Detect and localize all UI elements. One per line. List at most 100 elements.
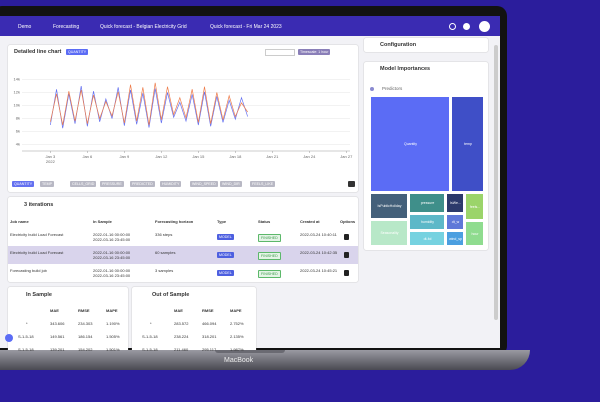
chat-button[interactable]: [5, 334, 13, 342]
cell: 318.201: [202, 334, 217, 339]
x-tick-label: Jan 3: [45, 154, 56, 159]
laptop-notch: [215, 350, 285, 353]
timescale-dropdown[interactable]: Timescale: 1 hour: [298, 49, 331, 55]
options-button[interactable]: [344, 252, 349, 258]
filter-chip[interactable]: WIND_DIR: [220, 181, 242, 187]
series-chip[interactable]: QUANTITY: [12, 181, 35, 187]
treemap-cell[interactable]: [370, 96, 450, 192]
treemap-cell[interactable]: [409, 193, 445, 213]
treemap-cell[interactable]: [446, 214, 464, 230]
line-chart: 4k 6k 8k 10k 12k 14k Jan 3 Jan 6 Jan 9 Jan 12 Jan …: [14, 77, 354, 165]
cell: 2.752%: [230, 321, 244, 326]
options-button[interactable]: [344, 270, 349, 276]
x-year-label: 2022: [46, 159, 56, 164]
in-sample-card: [8, 287, 128, 357]
treemap-cell[interactable]: [370, 220, 408, 246]
treemap-label: feels...: [469, 204, 481, 209]
column-header: Options: [340, 219, 356, 224]
series-chip[interactable]: PREDICTED: [130, 181, 155, 187]
help-icon[interactable]: [463, 23, 470, 30]
column-header: MAE: [50, 308, 59, 313]
x-tick-label: Jan 24: [303, 154, 316, 159]
treemap-label: wind_sp: [449, 236, 462, 241]
treemap-label: dt-fol: [423, 236, 432, 241]
column-header: Forecasting horizon: [155, 219, 194, 224]
cell: 154.202: [78, 347, 93, 352]
cell: 466.094: [202, 321, 217, 326]
breadcrumb[interactable]: Quick forecast - Belgian Electricity Gri…: [100, 24, 187, 30]
treemap-cell[interactable]: [409, 231, 445, 246]
filter-chip[interactable]: HUMIDITY: [160, 181, 182, 187]
treemap-cell[interactable]: [465, 193, 484, 220]
filter-chip[interactable]: FEELS_LIKE: [250, 181, 276, 187]
y-tick-label: 8k: [16, 116, 20, 121]
cell: 1.501%: [106, 347, 120, 352]
cell: 336 steps: [155, 232, 173, 237]
cell: 2022-01-16 00:00:00 2022-03-16 23:45:00: [93, 232, 131, 242]
filter-chip[interactable]: CELLS_GRID: [70, 181, 97, 187]
y-tick-label: 4k: [16, 142, 20, 147]
cell: 149.561: [50, 334, 65, 339]
quantity-badge: QUANTITY: [66, 49, 89, 55]
treemap-cell[interactable]: [446, 193, 464, 213]
cell: *: [150, 321, 152, 326]
treemap-cell[interactable]: [370, 193, 408, 219]
cell: 1.190%: [106, 321, 120, 326]
cell: 60 samples: [155, 250, 176, 255]
cell: 2022-03-24 10:40:11: [300, 232, 337, 237]
y-tick-label: 12k: [14, 90, 20, 95]
cell: Electricity build Load Forecast: [10, 250, 64, 255]
cell: Electricity build Load Forecast: [10, 232, 64, 237]
card-title: Configuration: [380, 42, 417, 48]
cell: S-1-5-18: [18, 347, 34, 352]
treemap-label: pressure: [420, 201, 435, 205]
nav-bar: [0, 16, 500, 36]
row-highlight: [8, 246, 358, 264]
treemap-cell[interactable]: [465, 221, 484, 246]
cell: 2022-01-16 00:00:00 2022-03-16 23:45:00: [93, 250, 131, 260]
filter-chip[interactable]: PRESSURE: [100, 181, 124, 187]
cell: 2.135%: [230, 334, 244, 339]
column-header: Status: [258, 219, 271, 224]
breadcrumb[interactable]: Demo: [18, 24, 32, 30]
y-tick-label: 6k: [16, 129, 20, 134]
breadcrumb[interactable]: Quick forecast - Fri Mar 24 2023: [210, 24, 282, 30]
iterations-card: [8, 197, 358, 282]
treemap-label: IsWe...: [450, 201, 461, 205]
breadcrumb[interactable]: Forecasting: [53, 24, 80, 30]
column-header: Job name: [10, 219, 29, 224]
laptop-base: [0, 350, 530, 370]
scrollbar[interactable]: [494, 45, 498, 320]
collapse-button[interactable]: [348, 181, 355, 187]
card-title: Detailed line chart: [14, 49, 62, 55]
cell: 2022-01-16 00:00:00 2022-03-16 23:45:00: [93, 268, 131, 278]
column-header: RMSE: [78, 308, 90, 313]
settings-icon[interactable]: [449, 23, 456, 30]
column-header: Type: [217, 219, 227, 224]
cell: 186.154: [78, 334, 93, 339]
cell: *: [26, 321, 28, 326]
x-tick-label: Jan 18: [229, 154, 242, 159]
options-button[interactable]: [344, 234, 349, 240]
treemap-cell[interactable]: [409, 214, 445, 230]
avatar[interactable]: [479, 21, 490, 32]
cell: 234.303: [78, 321, 93, 326]
filter-chip[interactable]: WIND_SPEED: [190, 181, 218, 187]
dropdown[interactable]: [265, 49, 295, 56]
treemap-label: temp: [464, 142, 472, 146]
cell: 3 samples: [155, 268, 174, 273]
status-badge: FINISHED: [258, 234, 281, 242]
treemap-label: humidity: [420, 220, 435, 224]
x-tick-label: Jan 15: [192, 154, 205, 159]
legend-label: Predictors: [382, 86, 403, 91]
column-header: In Sample: [93, 219, 112, 224]
card-title: In Sample: [26, 292, 52, 298]
filter-chip[interactable]: TEMP: [40, 181, 54, 187]
card-title: Model Importances: [380, 66, 431, 72]
treemap-label: Seasonality: [380, 231, 399, 235]
treemap-cell[interactable]: [446, 231, 464, 246]
treemap-cell[interactable]: [451, 96, 484, 192]
legend-dot: [370, 87, 374, 91]
type-badge: MODEL: [217, 270, 234, 276]
cell: 2022-03-24 10:42:35: [300, 250, 338, 255]
